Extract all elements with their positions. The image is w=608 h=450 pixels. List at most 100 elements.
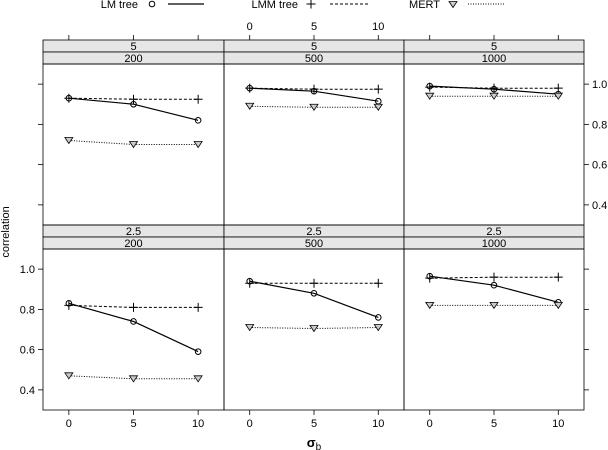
marker-lmm-tree [245,278,255,288]
marker-lm-tree [310,289,318,297]
x-tick-label: 5 [491,418,497,430]
marker-lmm-tree [553,83,563,93]
x-tick-label: 5 [311,418,317,430]
marker-lmm-tree [64,300,74,310]
marker-lmm-tree [129,94,138,104]
x-tick-label: 5 [130,418,136,430]
legend-label-lm-tree: LM tree [101,0,138,11]
series-line-lm-tree [68,302,199,353]
marker-mert [244,102,255,110]
legend-item-lmm-tree: LMM tree [252,0,368,11]
marker-lm-tree [490,281,498,289]
marker-lmm-tree [129,302,138,312]
marker-mert [128,141,139,149]
marker-lmm-tree [245,83,255,93]
x-axis-title: σb [307,435,322,450]
x-tick-label: 10 [372,418,384,430]
legend-marker-plus [306,0,316,9]
x-axis-title-sub: b [316,442,322,450]
strip-label-sigma: 2.5 [126,226,141,238]
strip-label-n: 500 [305,238,323,250]
legend-item-lm-tree: LM tree [101,0,204,11]
marker-lm-tree [194,117,202,124]
x-tick-label: 0 [247,418,253,430]
series-line-lmm-tree [429,276,559,279]
y-tick-label: 0.8 [592,119,607,131]
marker-lmm-tree [309,84,319,94]
series-line-lmm-tree [68,304,199,308]
marker-mert [489,301,499,310]
series-line-lm-tree [249,280,379,318]
panel-frame [42,248,225,411]
marker-lmm-tree [373,84,383,94]
marker-mert [193,141,203,149]
series-line-lmm-tree [68,97,199,100]
marker-mert [553,301,564,310]
strip-label-sigma: 5 [491,41,497,53]
marker-mert [373,103,384,111]
marker-mert [373,324,384,332]
series-line-lm-tree [68,97,199,121]
x-tick-label: 0 [247,21,253,33]
legend-marker-circle [148,0,156,8]
marker-lmm-tree [373,278,383,288]
marker-lmm-tree [489,272,499,282]
legend-label-mert: MERT [409,0,440,11]
x-tick-label: 10 [192,418,204,430]
marker-lmm-tree [489,83,499,93]
marker-lmm-tree [193,94,203,104]
marker-mert [244,324,255,332]
strip-label-n: 500 [305,53,323,65]
series-line-lmm-tree [429,86,559,89]
strip-label-n: 200 [124,53,142,65]
marker-lm-tree [374,314,382,321]
marker-mert [309,103,319,111]
x-axis-title-main: σ [307,435,316,450]
marker-lmm-tree [64,93,74,103]
y-tick-label: 0.4 [20,385,35,397]
strip-label-n: 1000 [482,238,506,250]
axes: 0 5 10 0 5 10 0 5 10 0 5 10 0.4 0.6 0.8 1.0 0.4 0.6 0.8 1.0 [20,21,608,430]
y-tick-label: 1.0 [20,264,35,276]
legend: LM tree LMM tree MERT [101,0,504,11]
series-line-lm-tree [429,275,559,303]
y-tick-label: 0.6 [20,345,35,357]
marker-mert [128,375,139,383]
y-tick-label: 0.4 [592,200,607,212]
legend-item-mert: MERT [409,0,504,11]
y-tick-label: 0.6 [592,160,607,172]
legend-label-lmm-tree: LMM tree [252,0,298,11]
series-line-lmm-tree [249,87,379,90]
y-tick-label: 1.0 [592,79,607,91]
strip-label-sigma: 2.5 [486,226,501,238]
x-tick-label: 0 [427,418,433,430]
marker-lm-tree [194,348,202,355]
panel-frame [403,63,585,226]
marker-mert [64,137,74,145]
series-line-mert [68,375,199,380]
marker-lmm-tree [309,278,319,288]
series-line-mert [68,140,199,145]
strip-label-sigma: 5 [311,41,317,53]
x-tick-label: 5 [311,21,317,33]
marker-lmm-tree [553,272,563,282]
strip-label-sigma: 5 [130,41,136,53]
legend-marker-triangle [448,1,458,9]
marker-mert [193,375,203,383]
y-tick-label: 0.8 [20,304,35,316]
strip-label-sigma: 2.5 [306,226,321,238]
marker-lmm-tree [425,273,435,283]
x-tick-label: 0 [66,418,72,430]
marker-mert [424,92,435,100]
marker-mert [64,372,74,380]
marker-mert [424,301,435,310]
marker-mert [489,92,499,100]
